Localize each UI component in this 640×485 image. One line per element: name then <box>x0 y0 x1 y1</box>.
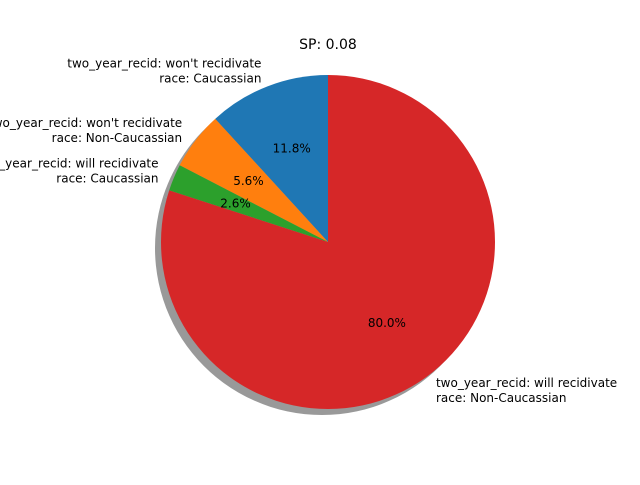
percent-label-two-year-recid-won-t-recidivate-race-non-caucassian: 5.6% <box>233 174 264 188</box>
slice-label-layer: two_year_recid: won't recidivate race: Ca… <box>0 56 617 405</box>
percent-label-two-year-recid-will-recidivate-race-caucassian: 2.6% <box>220 196 251 210</box>
slice-label-line: two_year_recid: will recidivate <box>0 157 159 171</box>
slice-label-line: two_year_recid: will recidivate <box>436 376 617 390</box>
slice-label-two-year-recid-won-t-recidivate-race-non-caucassian: two_year_recid: won't recidivate race: No… <box>0 116 182 145</box>
pie-slice-two-year-recid-won-t-recidivate-race-non-caucassian <box>179 118 328 242</box>
slice-label-line: race: Non-Caucassian <box>436 391 566 405</box>
pie-slice-two-year-recid-won-t-recidivate-race-caucassian <box>215 75 328 242</box>
slice-label-line: race: Caucassian <box>56 172 158 186</box>
slice-label-two-year-recid-won-t-recidivate-race-caucassian: two_year_recid: won't recidivate race: Ca… <box>67 56 261 85</box>
slice-label-two-year-recid-will-recidivate-race-non-caucassian: two_year_recid: will recidivate race: Non… <box>436 376 617 405</box>
chart-title: SP: 0.08 <box>299 37 357 53</box>
slice-layer <box>161 75 496 410</box>
percent-label-two-year-recid-will-recidivate-race-non-caucassian: 80.0% <box>368 316 406 330</box>
percent-label-layer: 11.8% 5.6% 2.6% 80.0% <box>220 142 406 330</box>
slice-label-line: two_year_recid: won't recidivate <box>67 56 261 70</box>
slice-label-line: race: Non-Caucassian <box>52 131 182 145</box>
pie-slice-two-year-recid-will-recidivate-race-non-caucassian <box>161 75 496 410</box>
pie-slice-two-year-recid-will-recidivate-race-caucassian <box>169 165 328 242</box>
percent-label-two-year-recid-won-t-recidivate-race-caucassian: 11.8% <box>273 142 311 156</box>
slice-label-line: race: Caucassian <box>159 71 261 85</box>
slice-label-line: two_year_recid: won't recidivate <box>0 116 182 130</box>
